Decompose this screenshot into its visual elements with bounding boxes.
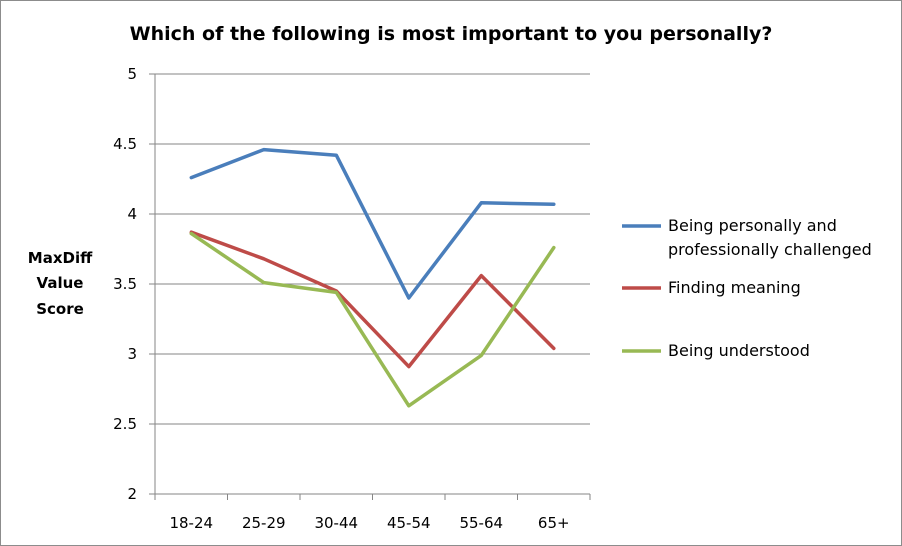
x-tick-label: 55-64 — [459, 514, 503, 532]
gridlines — [155, 73, 590, 425]
x-axis-ticks: 18-24 25-29 30-44 45-54 55-64 65+ — [154, 494, 591, 532]
x-tick-label: 25-29 — [242, 514, 286, 532]
x-tick-label: 30-44 — [314, 514, 358, 532]
legend-entry: Finding meaning — [622, 278, 801, 297]
legend-label: professionally challenged — [668, 240, 872, 259]
series-lines — [189, 147, 556, 408]
y-tick-label: 4 — [127, 205, 137, 223]
chart-title: Which of the following is most important… — [130, 23, 773, 45]
y-axis-label-line: MaxDiff — [28, 249, 93, 267]
legend-entry: Being personally and professionally chall… — [622, 216, 872, 259]
series-line — [189, 230, 556, 369]
y-tick-label: 2 — [127, 485, 137, 503]
series-line — [189, 231, 556, 408]
series-line — [189, 147, 556, 300]
y-tick-label: 3 — [127, 345, 137, 363]
y-tick-label: 5 — [127, 65, 137, 83]
legend-entry: Being understood — [622, 341, 810, 360]
x-tick-label: 45-54 — [387, 514, 431, 532]
y-axis-label-line: Score — [36, 300, 84, 318]
x-tick-label: 18-24 — [169, 514, 213, 532]
x-tick-label: 65+ — [538, 514, 570, 532]
y-tick-label: 3.5 — [113, 275, 137, 293]
y-axis-label: MaxDiff Value Score — [28, 249, 93, 318]
y-tick-label: 2.5 — [113, 415, 137, 433]
legend-label: Being personally and — [668, 216, 837, 235]
y-tick-label: 4.5 — [113, 135, 137, 153]
y-axis-ticks: 2 2.5 3 3.5 4 4.5 5 — [113, 65, 155, 503]
legend-label: Being understood — [668, 341, 810, 360]
legend-label: Finding meaning — [668, 278, 801, 297]
y-axis-label-line: Value — [37, 274, 84, 292]
legend: Being personally and professionally chall… — [622, 216, 872, 360]
